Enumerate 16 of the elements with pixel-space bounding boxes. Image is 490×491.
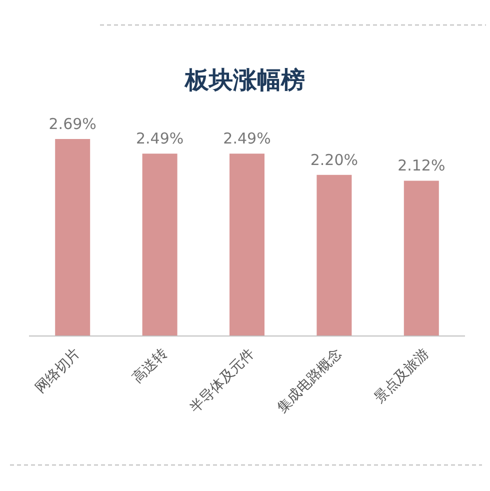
x-tick-label: 集成电路概念 <box>274 346 346 416</box>
bar <box>316 174 352 336</box>
bar <box>230 154 264 336</box>
x-tick-label: 高送转 <box>130 346 171 387</box>
data-label: 2.20% <box>310 150 358 169</box>
bar <box>55 139 90 336</box>
x-tick-label: 网络切片 <box>32 346 84 396</box>
chart-title: 板块涨幅榜 <box>184 66 305 94</box>
data-label: 2.12% <box>398 156 446 175</box>
data-label: 2.49% <box>136 130 184 148</box>
x-tick-label: 景点及旅游 <box>371 346 432 406</box>
bar <box>142 154 178 336</box>
data-label: 2.49% <box>223 130 271 148</box>
bar <box>404 180 439 336</box>
x-tick-label: 半导体及元件 <box>187 346 258 416</box>
data-label: 2.69% <box>48 115 96 133</box>
